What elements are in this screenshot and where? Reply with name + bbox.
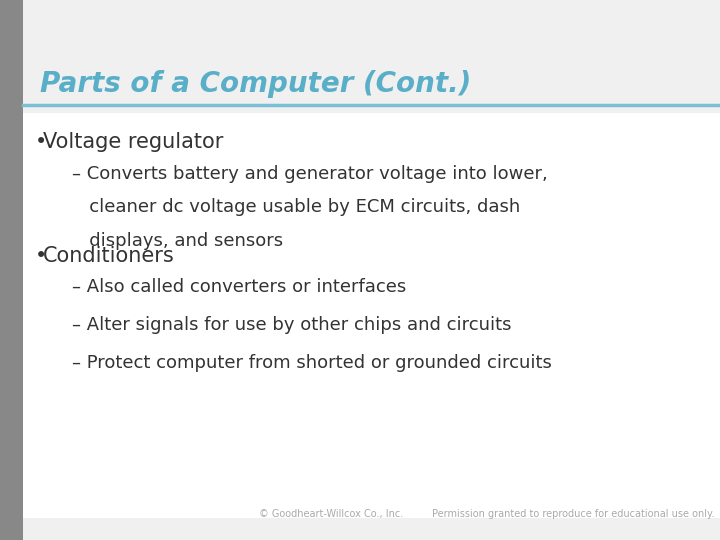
Text: – Protect computer from shorted or grounded circuits: – Protect computer from shorted or groun…: [72, 354, 552, 372]
Text: displays, and sensors: displays, and sensors: [72, 232, 283, 249]
Text: •: •: [35, 246, 47, 266]
Text: – Also called converters or interfaces: – Also called converters or interfaces: [72, 278, 406, 296]
Text: Parts of a Computer (Cont.): Parts of a Computer (Cont.): [40, 70, 471, 98]
Text: cleaner dc voltage usable by ECM circuits, dash: cleaner dc voltage usable by ECM circuit…: [72, 198, 521, 216]
Bar: [0, 0, 23, 540]
Bar: [23, 113, 720, 518]
Text: Voltage regulator: Voltage regulator: [43, 132, 224, 152]
Bar: [23, 0, 720, 105]
Text: Conditioners: Conditioners: [43, 246, 175, 266]
Text: – Alter signals for use by other chips and circuits: – Alter signals for use by other chips a…: [72, 316, 511, 334]
Text: •: •: [35, 132, 47, 152]
Text: © Goodheart-Willcox Co., Inc.: © Goodheart-Willcox Co., Inc.: [259, 509, 403, 519]
Text: Permission granted to reproduce for educational use only.: Permission granted to reproduce for educ…: [432, 509, 714, 519]
Text: – Converts battery and generator voltage into lower,: – Converts battery and generator voltage…: [72, 165, 548, 183]
